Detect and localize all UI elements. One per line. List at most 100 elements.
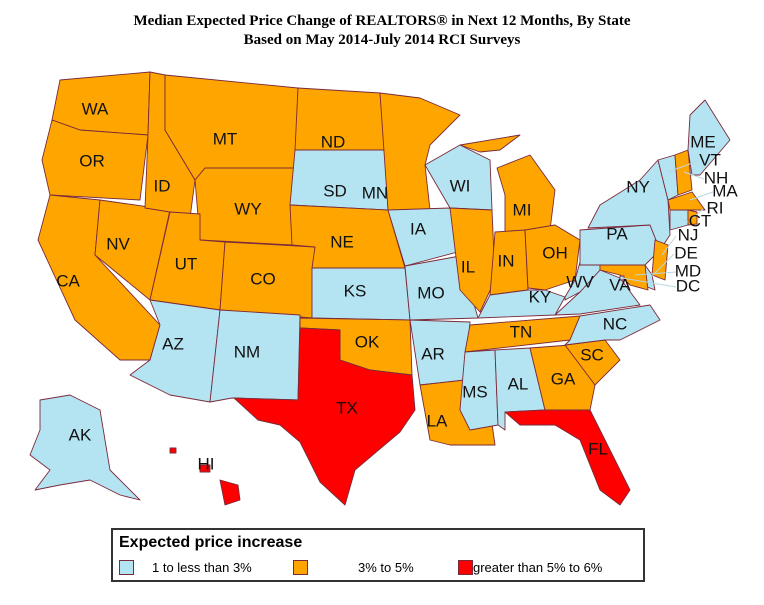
legend-item-low: 1 to less than 3% — [119, 560, 252, 575]
state-shape — [459, 134, 521, 153]
state-wy — [194, 167, 296, 246]
legend-title: Expected price increase — [119, 534, 303, 551]
state-label-mo: MO — [417, 283, 444, 302]
state-label-mt: MT — [213, 129, 238, 148]
leader-line — [692, 208, 704, 219]
state-ms — [459, 349, 499, 431]
state-ak — [29, 394, 141, 501]
state-ma — [667, 191, 706, 211]
state-il — [449, 207, 496, 313]
state-label-hi: HI — [198, 454, 215, 473]
state-mi — [459, 134, 556, 233]
state-shape — [449, 207, 496, 313]
state-label-ca: CA — [56, 271, 80, 290]
state-label-co: CO — [250, 269, 276, 288]
state-shape — [29, 394, 141, 501]
title-line-2: Based on May 2014-July 2014 RCI Surveys — [243, 32, 521, 48]
state-label-ri: RI — [707, 198, 724, 217]
state-shape — [194, 167, 296, 246]
state-label-sc: SC — [580, 345, 604, 364]
state-label-or: OR — [79, 151, 105, 170]
state-fl — [504, 409, 631, 506]
legend-item-high: greater than 5% to 6% — [458, 560, 602, 575]
state-ri — [687, 209, 698, 226]
state-shape — [687, 209, 698, 226]
state-label-nj: NJ — [678, 225, 699, 244]
state-label-md: MD — [675, 261, 701, 280]
legend-label-high: greater than 5% to 6% — [473, 560, 603, 575]
state-label-ny: NY — [626, 177, 650, 196]
state-label-ma: MA — [712, 181, 738, 200]
leader-line — [634, 271, 677, 276]
state-label-pa: PA — [606, 224, 628, 243]
state-label-al: AL — [508, 374, 529, 393]
map-title: Median Expected Price Change of REALTORS… — [0, 12, 764, 50]
state-label-nm: NM — [234, 342, 260, 361]
state-shape — [424, 144, 493, 211]
state-hi — [169, 447, 241, 506]
state-label-id: ID — [154, 176, 171, 195]
state-label-az: AZ — [162, 334, 184, 353]
state-label-oh: OH — [542, 243, 568, 262]
leader-line — [683, 171, 705, 180]
legend-swatch-low — [119, 560, 134, 575]
leader-line — [689, 191, 714, 201]
state-shape — [496, 154, 556, 233]
state-nc — [564, 304, 661, 346]
state-label-ky: KY — [529, 287, 552, 306]
state-shape — [199, 464, 211, 473]
state-label-la: LA — [427, 411, 448, 430]
state-wi — [424, 144, 493, 211]
state-shape — [667, 191, 706, 211]
state-label-tx: TX — [336, 398, 358, 417]
state-label-wv: WV — [566, 272, 594, 291]
state-label-mi: MI — [513, 200, 532, 219]
leader-line — [679, 217, 689, 223]
state-shape — [219, 479, 241, 506]
state-shape — [169, 447, 177, 454]
state-label-de: DE — [674, 243, 698, 262]
state-shape — [564, 304, 661, 346]
state-shape — [504, 409, 631, 506]
state-or — [41, 119, 149, 201]
state-label-nv: NV — [106, 234, 130, 253]
state-label-ks: KS — [344, 281, 367, 300]
state-label-vt: VT — [699, 150, 721, 169]
state-nh — [674, 149, 693, 196]
state-label-nc: NC — [603, 314, 628, 333]
state-shape — [41, 119, 149, 201]
title-line-1: Median Expected Price Change of REALTORS… — [133, 13, 631, 29]
state-label-sd: SD — [323, 181, 347, 200]
state-label-tn: TN — [510, 322, 533, 341]
state-tx — [233, 327, 416, 506]
state-shape — [674, 149, 693, 196]
state-label-ga: GA — [551, 369, 576, 388]
state-label-va: VA — [609, 275, 631, 294]
leader-line — [667, 160, 699, 173]
state-label-me: ME — [690, 132, 716, 151]
state-shape — [651, 239, 669, 281]
state-label-in: IN — [498, 251, 515, 270]
state-label-wi: WI — [450, 176, 471, 195]
legend-label-mid: 3% to 5% — [358, 560, 414, 575]
state-label-ak: AK — [69, 425, 92, 444]
legend-swatch-mid — [293, 560, 308, 575]
state-label-ct: CT — [689, 211, 712, 230]
state-label-ia: IA — [410, 219, 427, 238]
state-label-ok: OK — [355, 332, 380, 351]
state-label-dc: DC — [676, 276, 701, 295]
leader-line — [661, 235, 677, 256]
state-shape — [459, 349, 499, 431]
state-label-ut: UT — [175, 254, 198, 273]
state-shape — [233, 327, 416, 506]
leader-line — [621, 277, 677, 288]
legend-label-low: 1 to less than 3% — [152, 560, 252, 575]
state-nj — [651, 239, 669, 281]
state-label-ne: NE — [330, 232, 354, 251]
state-label-mn: MN — [362, 183, 388, 202]
state-label-wy: WY — [234, 199, 261, 218]
state-label-ms: MS — [462, 382, 488, 401]
state-label-nd: ND — [321, 132, 346, 151]
state-label-il: IL — [461, 257, 475, 276]
